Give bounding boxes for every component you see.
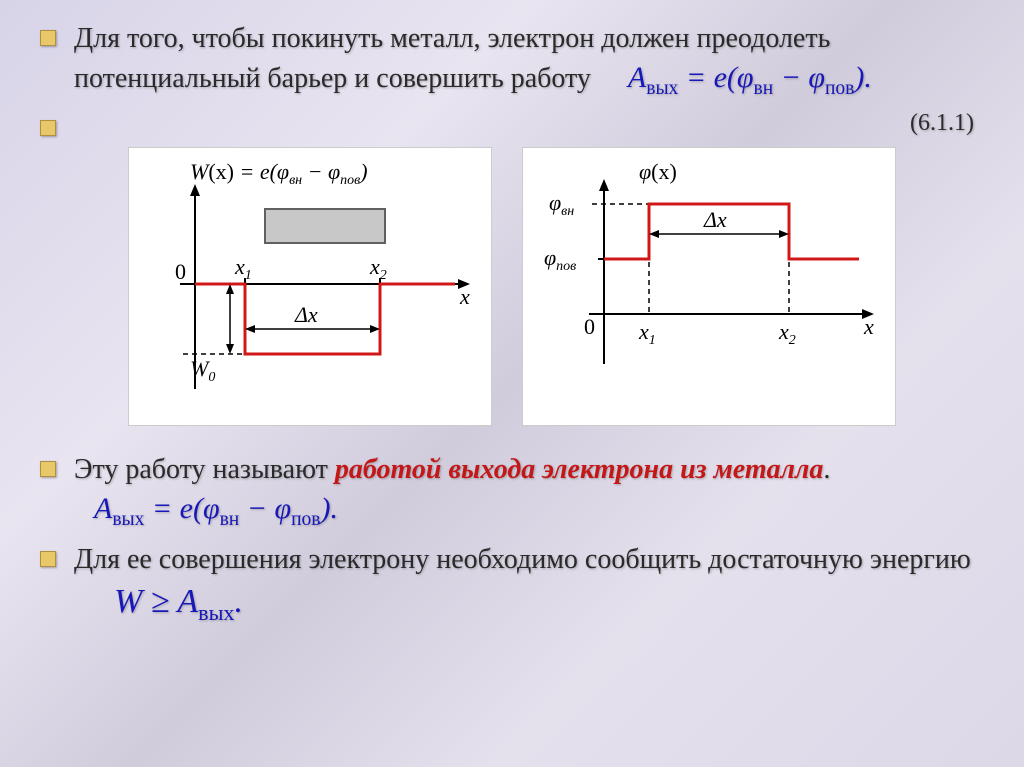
formula-1: Aвых = e(φвн − φпов). (628, 61, 872, 94)
bullet-marker (40, 461, 56, 477)
svg-text:W(x) = e(φвн − φпов): W(x) = e(φвн − φпов) (190, 159, 368, 188)
svg-text:φ(x): φ(x) (639, 159, 677, 184)
bullet-marker (40, 551, 56, 567)
svg-text:x1: x1 (234, 254, 252, 283)
diagram-right-svg: φ(x) 0 x φвн φпов Δx x1 (529, 154, 889, 414)
bullet-item-3: Для ее совершения электрону необходимо с… (40, 541, 984, 627)
equation-number: (6.1.1) (910, 110, 974, 136)
formula-3: W ≥ Aвых. (114, 583, 243, 620)
svg-text:0: 0 (584, 314, 595, 339)
svg-text:0: 0 (175, 259, 186, 284)
diagram-left: W(x) = e(φвн − φпов) 0 x x1 x2 W0 (128, 147, 492, 426)
bullet-marker (40, 30, 56, 46)
diagram-right: φ(x) 0 x φвн φпов Δx x1 (522, 147, 896, 426)
svg-text:x: x (459, 284, 470, 309)
svg-text:x2: x2 (778, 319, 796, 348)
svg-text:φвн: φвн (549, 190, 574, 219)
bullet-marker (40, 120, 56, 136)
bullet-2-text: Эту работу называют (74, 454, 335, 485)
svg-text:Δx: Δx (703, 207, 727, 232)
bullet-2-dot: . (823, 454, 830, 485)
bullet-item-eqnum: (6.1.1) (40, 110, 984, 137)
svg-text:Δx: Δx (294, 302, 318, 327)
formula-2: Aвых = e(φвн − φпов). (94, 492, 338, 525)
bullet-2-content: Эту работу называют работой выхода элект… (74, 451, 984, 533)
diagrams-row: W(x) = e(φвн − φпов) 0 x x1 x2 W0 (40, 147, 984, 426)
bullet-3-text: Для ее совершения электрону необходимо с… (74, 544, 971, 575)
bullet-item-1: Для того, чтобы покинуть металл, электро… (40, 20, 984, 102)
bullet-1-content: Для того, чтобы покинуть металл, электро… (74, 20, 984, 102)
svg-text:x1: x1 (638, 319, 656, 348)
diagram-left-svg: W(x) = e(φвн − φпов) 0 x x1 x2 W0 (135, 154, 485, 414)
bullet-3-content: Для ее совершения электрону необходимо с… (74, 541, 984, 627)
svg-text:W0: W0 (190, 356, 215, 385)
svg-text:φпов: φпов (544, 245, 576, 274)
svg-text:x2: x2 (369, 254, 387, 283)
bullet-item-2: Эту работу называют работой выхода элект… (40, 451, 984, 533)
bullet-2-emph: работой выхода электрона из металла (335, 454, 823, 485)
svg-text:x: x (863, 314, 874, 339)
